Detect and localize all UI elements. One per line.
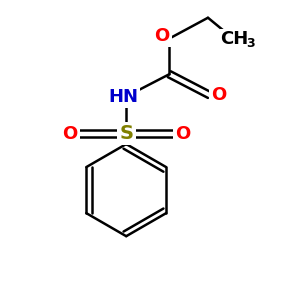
Text: O: O (154, 27, 170, 45)
Text: CH: CH (220, 29, 249, 47)
Text: 3: 3 (246, 37, 254, 50)
Text: HN: HN (108, 88, 138, 106)
Text: O: O (62, 125, 77, 143)
Text: S: S (119, 124, 133, 143)
Text: O: O (211, 86, 226, 104)
Text: O: O (175, 125, 190, 143)
